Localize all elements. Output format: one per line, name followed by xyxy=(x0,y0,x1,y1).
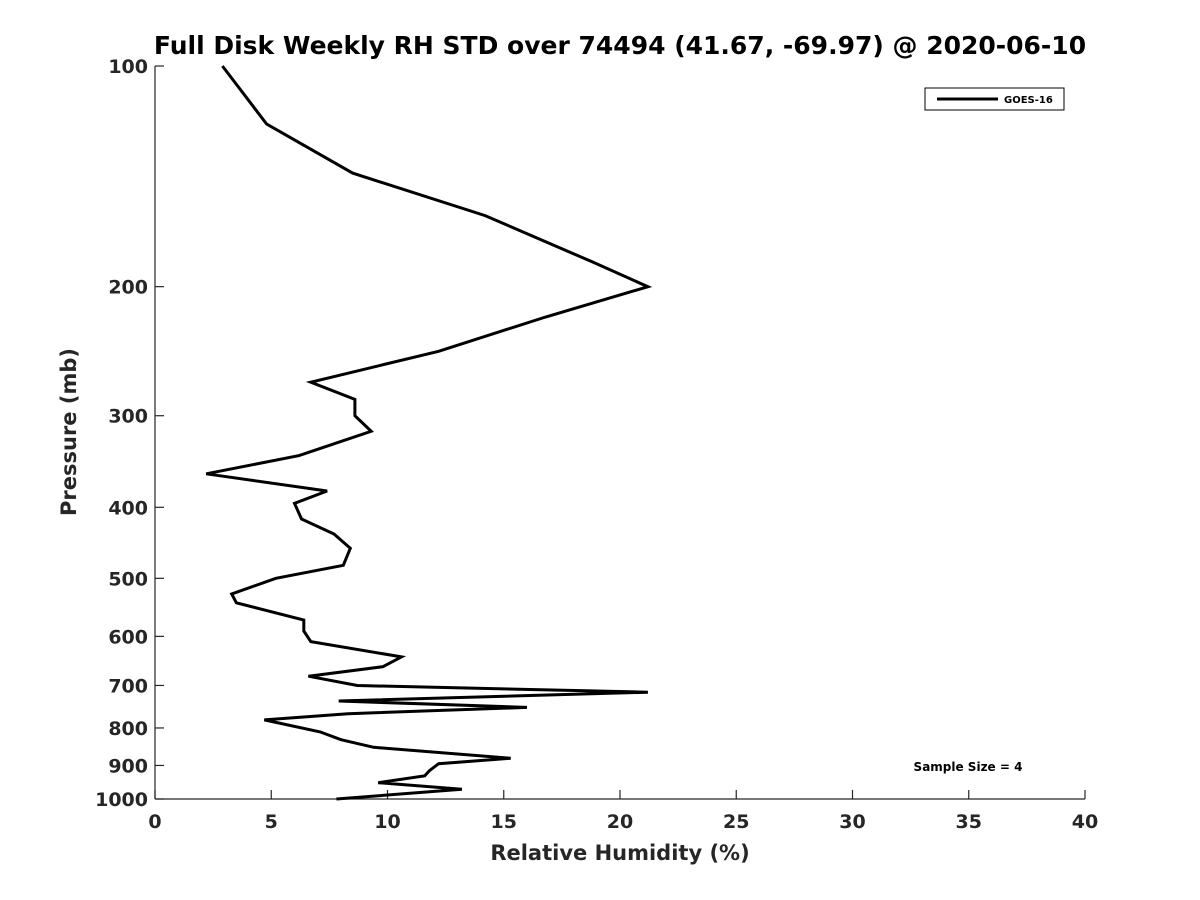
x-tick-label-2: 10 xyxy=(374,811,400,833)
x-tick-label-0: 0 xyxy=(148,811,161,833)
x-tick-label-8: 40 xyxy=(1072,811,1098,833)
series-line-goes-16 xyxy=(205,65,653,801)
x-axis-ticks: 0 5 10 15 20 25 30 35 40 xyxy=(148,790,1098,833)
y-tick-label-5: 600 xyxy=(108,626,148,648)
plot-area xyxy=(155,66,1085,799)
legend: GOES-16 xyxy=(924,87,1065,111)
chart-title: Full Disk Weekly RH STD over 74494 (41.6… xyxy=(154,31,1086,60)
y-tick-label-7: 800 xyxy=(108,718,148,740)
y-axis-label: Pressure (mb) xyxy=(57,348,81,516)
y-tick-label-8: 900 xyxy=(108,755,148,777)
y-tick-label-4: 500 xyxy=(108,568,148,590)
legend-label-goes-16: GOES-16 xyxy=(1004,95,1053,106)
x-tick-label-3: 15 xyxy=(491,811,517,833)
y-tick-label-3: 400 xyxy=(108,497,148,519)
x-tick-label-1: 5 xyxy=(265,811,278,833)
y-axis-ticks: 100 200 300 400 500 600 700 800 900 1000 xyxy=(95,56,164,811)
y-tick-label-0: 100 xyxy=(108,56,148,78)
sample-size-annotation: Sample Size = 4 xyxy=(914,760,1023,774)
y-tick-label-9: 1000 xyxy=(95,789,148,811)
y-tick-label-1: 200 xyxy=(108,277,148,299)
y-tick-label-6: 700 xyxy=(108,675,148,697)
x-tick-label-4: 20 xyxy=(607,811,633,833)
x-tick-label-7: 35 xyxy=(956,811,982,833)
y-tick-label-2: 300 xyxy=(108,406,148,428)
x-tick-label-5: 25 xyxy=(723,811,749,833)
x-tick-label-6: 30 xyxy=(839,811,865,833)
x-axis-label: Relative Humidity (%) xyxy=(490,841,749,865)
